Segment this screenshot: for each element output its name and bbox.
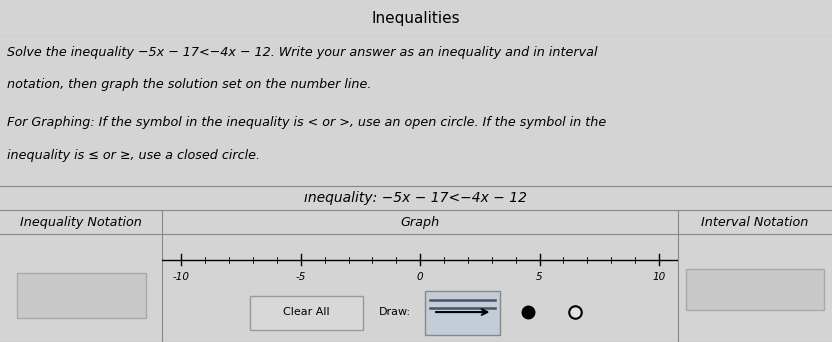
Text: 5: 5 [537,272,542,282]
Text: -10: -10 [173,272,190,282]
Text: Graph: Graph [400,216,440,229]
FancyBboxPatch shape [250,296,364,330]
Text: Clear All: Clear All [284,307,330,317]
Text: Inequality Notation: Inequality Notation [20,216,142,229]
FancyBboxPatch shape [686,269,824,310]
Text: 10: 10 [652,272,666,282]
Text: For Graphing: If the symbol in the inequality is < or >, use an open circle. If : For Graphing: If the symbol in the inequ… [7,116,606,129]
Text: Solve the inequality −5x − 17<−4x − 12. Write your answer as an inequality and i: Solve the inequality −5x − 17<−4x − 12. … [7,47,597,60]
FancyBboxPatch shape [17,273,146,318]
Text: 0: 0 [417,272,423,282]
Text: ınequality: −5x − 17<−4x − 12: ınequality: −5x − 17<−4x − 12 [305,192,527,205]
Text: inequality is ≤ or ≥, use a closed circle.: inequality is ≤ or ≥, use a closed circl… [7,149,260,162]
Text: Draw:: Draw: [379,307,411,317]
Text: Interval Notation: Interval Notation [701,216,809,229]
Text: notation, then graph the solution set on the number line.: notation, then graph the solution set on… [7,78,371,91]
Text: Inequalities: Inequalities [372,11,460,26]
Text: -5: -5 [295,272,306,282]
FancyBboxPatch shape [425,291,500,334]
